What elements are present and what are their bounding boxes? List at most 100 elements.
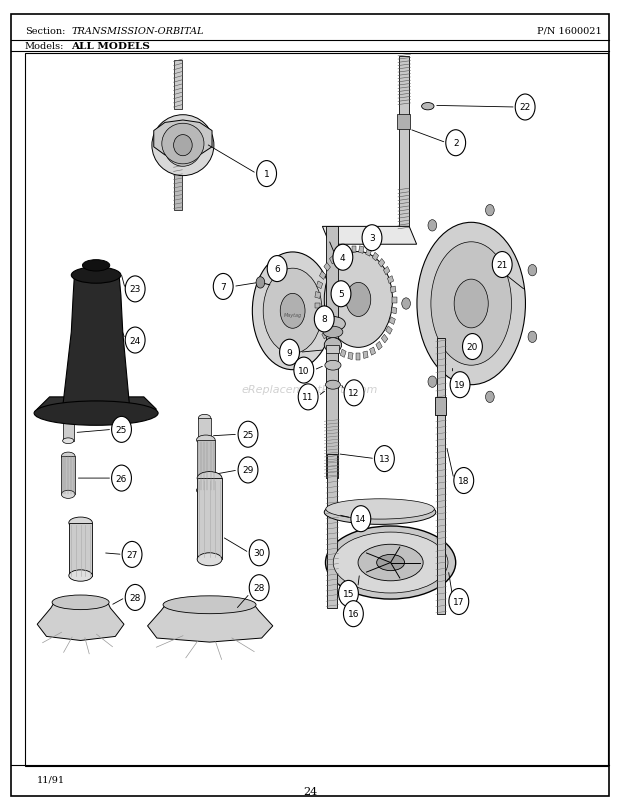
Ellipse shape xyxy=(61,453,75,461)
Ellipse shape xyxy=(198,414,211,422)
Ellipse shape xyxy=(346,283,371,317)
Circle shape xyxy=(125,585,145,611)
Ellipse shape xyxy=(174,135,192,157)
Circle shape xyxy=(402,298,410,310)
Text: 5: 5 xyxy=(338,290,344,299)
Polygon shape xyxy=(37,604,124,641)
Polygon shape xyxy=(37,397,156,422)
Circle shape xyxy=(112,417,131,443)
Circle shape xyxy=(339,581,358,607)
Text: 15: 15 xyxy=(343,589,354,599)
Bar xyxy=(392,298,397,303)
Ellipse shape xyxy=(326,380,340,390)
Circle shape xyxy=(528,332,537,343)
Text: ALL MODELS: ALL MODELS xyxy=(71,41,150,51)
Ellipse shape xyxy=(34,401,158,426)
Ellipse shape xyxy=(197,436,215,445)
Bar xyxy=(197,440,215,491)
Bar xyxy=(391,307,397,315)
Circle shape xyxy=(463,334,482,360)
Circle shape xyxy=(267,256,287,282)
Bar xyxy=(352,247,356,253)
Circle shape xyxy=(125,328,145,354)
Circle shape xyxy=(449,589,469,615)
Bar xyxy=(397,115,410,130)
Bar xyxy=(197,478,222,560)
Ellipse shape xyxy=(263,269,322,354)
Bar xyxy=(358,247,364,254)
Ellipse shape xyxy=(321,317,345,332)
Bar xyxy=(330,256,336,264)
Bar xyxy=(366,249,371,257)
Circle shape xyxy=(428,376,436,388)
Text: 7: 7 xyxy=(220,282,226,292)
Text: 16: 16 xyxy=(348,609,359,619)
Circle shape xyxy=(450,372,470,398)
Bar xyxy=(174,154,182,211)
Circle shape xyxy=(249,575,269,601)
Ellipse shape xyxy=(152,115,214,177)
Bar xyxy=(327,339,334,347)
Circle shape xyxy=(428,221,436,232)
Text: 11/91: 11/91 xyxy=(37,774,65,783)
Circle shape xyxy=(492,252,512,278)
Text: 11: 11 xyxy=(303,393,314,402)
Text: 8: 8 xyxy=(321,315,327,324)
Ellipse shape xyxy=(164,125,202,167)
Polygon shape xyxy=(154,121,212,158)
Bar xyxy=(316,313,321,320)
Circle shape xyxy=(213,274,233,300)
Ellipse shape xyxy=(197,553,222,566)
Circle shape xyxy=(344,380,364,406)
Bar xyxy=(388,277,394,284)
Ellipse shape xyxy=(326,526,456,599)
Text: 22: 22 xyxy=(520,103,531,113)
Bar xyxy=(69,523,92,576)
Circle shape xyxy=(257,161,277,187)
Bar xyxy=(378,260,385,268)
Text: eReplacementParts.com: eReplacementParts.com xyxy=(242,384,378,394)
Ellipse shape xyxy=(377,555,404,571)
Text: 14: 14 xyxy=(355,514,366,524)
Circle shape xyxy=(362,225,382,251)
Polygon shape xyxy=(62,276,130,414)
Text: 3: 3 xyxy=(369,234,375,243)
Bar xyxy=(340,350,346,358)
Ellipse shape xyxy=(69,517,92,529)
Text: 6: 6 xyxy=(274,264,280,274)
Ellipse shape xyxy=(69,570,92,581)
Bar xyxy=(381,335,388,343)
Bar xyxy=(333,345,340,354)
Ellipse shape xyxy=(454,280,489,328)
Text: 23: 23 xyxy=(130,285,141,294)
Ellipse shape xyxy=(324,500,436,525)
Text: Maytag: Maytag xyxy=(283,312,302,317)
Bar xyxy=(386,327,392,335)
Ellipse shape xyxy=(63,410,74,416)
Circle shape xyxy=(125,277,145,303)
Ellipse shape xyxy=(280,294,305,328)
Bar xyxy=(376,342,382,350)
Bar xyxy=(316,281,322,290)
Ellipse shape xyxy=(325,361,341,371)
Bar xyxy=(336,251,342,259)
Circle shape xyxy=(314,307,334,333)
Ellipse shape xyxy=(324,338,342,353)
Text: 17: 17 xyxy=(453,597,464,607)
Text: 21: 21 xyxy=(497,260,508,270)
Text: 24: 24 xyxy=(303,786,317,796)
Ellipse shape xyxy=(198,441,211,448)
Bar xyxy=(437,339,445,615)
Circle shape xyxy=(485,205,494,217)
Polygon shape xyxy=(148,607,273,642)
Ellipse shape xyxy=(422,103,434,110)
Circle shape xyxy=(343,601,363,627)
Bar xyxy=(63,414,74,441)
Circle shape xyxy=(333,245,353,271)
Text: 10: 10 xyxy=(298,366,309,375)
Circle shape xyxy=(331,281,351,307)
Text: 28: 28 xyxy=(130,593,141,603)
Text: 28: 28 xyxy=(254,583,265,593)
Ellipse shape xyxy=(431,242,512,366)
Text: 18: 18 xyxy=(458,476,469,486)
